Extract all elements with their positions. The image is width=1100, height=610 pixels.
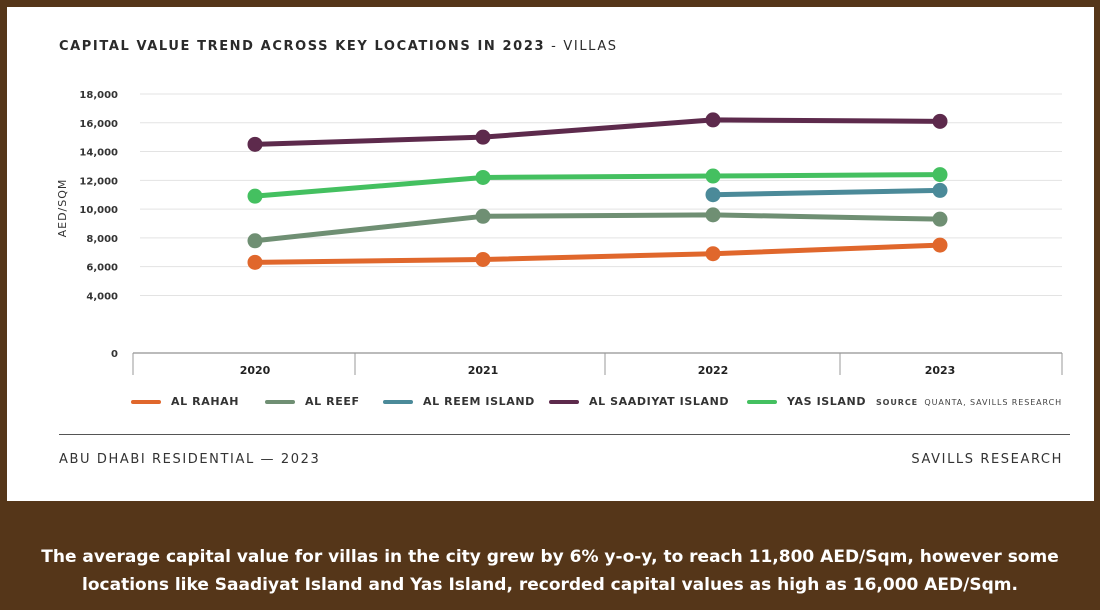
data-point: [475, 169, 491, 185]
legend-label: AL REEM ISLAND: [423, 395, 535, 408]
data-point: [247, 233, 263, 249]
series-line: [252, 172, 943, 199]
data-point: [932, 113, 948, 129]
y-axis-label: AED/SQM: [56, 179, 69, 238]
data-point: [705, 246, 721, 262]
legend-label: AL SAADIYAT ISLAND: [589, 395, 730, 408]
legend-item: AL REEF: [265, 395, 360, 408]
series-line: [252, 212, 943, 244]
series-line: [710, 187, 943, 198]
data-point: [705, 168, 721, 184]
data-point: [475, 129, 491, 145]
footer-publisher: SAVILLS RESEARCH: [911, 452, 1063, 467]
chart-title-main: CAPITAL VALUE TREND ACROSS KEY LOCATIONS…: [59, 39, 546, 54]
x-tick-label: 2023: [925, 364, 956, 377]
data-point: [475, 251, 491, 267]
data-point: [932, 182, 948, 198]
data-point: [705, 207, 721, 223]
line-chart: 0 4,000 6,000 8,000 10,000 12,000 14,000 16,000…: [56, 90, 1063, 377]
legend-swatch: [747, 399, 777, 404]
legend-swatch: [383, 399, 413, 404]
y-tick-label: 6,000: [86, 263, 118, 274]
legend-label: AL RAHAH: [171, 395, 240, 408]
data-point: [247, 188, 263, 204]
source-text: QUANTA, SAVILLS RESEARCH: [924, 398, 1062, 407]
data-point: [247, 136, 263, 152]
y-tick-label: 14,000: [79, 148, 118, 159]
y-tick-label: 8,000: [86, 234, 118, 245]
footer-divider: [59, 434, 1070, 435]
data-point: [932, 211, 948, 227]
data-point: [247, 254, 263, 270]
y-tick-label: 16,000: [79, 119, 118, 130]
data-point: [705, 112, 721, 128]
chart-title-separator: -: [551, 39, 558, 54]
caption-text: The average capital value for villas in …: [41, 547, 1059, 595]
chart-title: CAPITAL VALUE TREND ACROSS KEY LOCATIONS…: [59, 39, 618, 54]
chart-panel: CAPITAL VALUE TREND ACROSS KEY LOCATIONS…: [7, 7, 1094, 501]
chart-legend: AL RAHAH AL REEF AL REEM ISLAND AL SAADIYAT…: [131, 395, 1071, 419]
chart-source: SOURCE QUANTA, SAVILLS RESEARCH: [876, 398, 1062, 407]
legend-item: AL SAADIYAT ISLAND: [549, 395, 729, 408]
data-point: [475, 208, 491, 224]
data-point: [932, 167, 948, 183]
chart-subtitle: VILLAS: [563, 39, 618, 54]
series-line: [252, 242, 943, 265]
y-tick-label: 4,000: [86, 291, 118, 302]
legend-item: AL REEM ISLAND: [383, 395, 535, 408]
legend-label: YAS ISLAND: [787, 395, 867, 408]
legend-item: AL RAHAH: [131, 395, 239, 408]
y-tick-label: 0: [111, 349, 118, 360]
x-tick-label: 2020: [240, 364, 271, 377]
legend-swatch: [265, 399, 295, 404]
series-line: [252, 117, 943, 147]
footer-report-name: ABU DHABI RESIDENTIAL — 2023: [59, 452, 321, 467]
legend-label: AL REEF: [305, 395, 360, 408]
legend-swatch: [549, 399, 579, 404]
y-tick-label: 12,000: [79, 176, 118, 187]
y-tick-label: 10,000: [79, 205, 118, 216]
legend-item: YAS ISLAND: [747, 395, 866, 408]
data-point: [932, 237, 948, 253]
data-point: [705, 187, 721, 203]
x-tick-label: 2022: [698, 364, 729, 377]
legend-swatch: [131, 399, 161, 404]
source-label: SOURCE: [876, 398, 918, 407]
y-tick-label: 18,000: [79, 90, 118, 101]
x-tick-label: 2021: [468, 364, 499, 377]
